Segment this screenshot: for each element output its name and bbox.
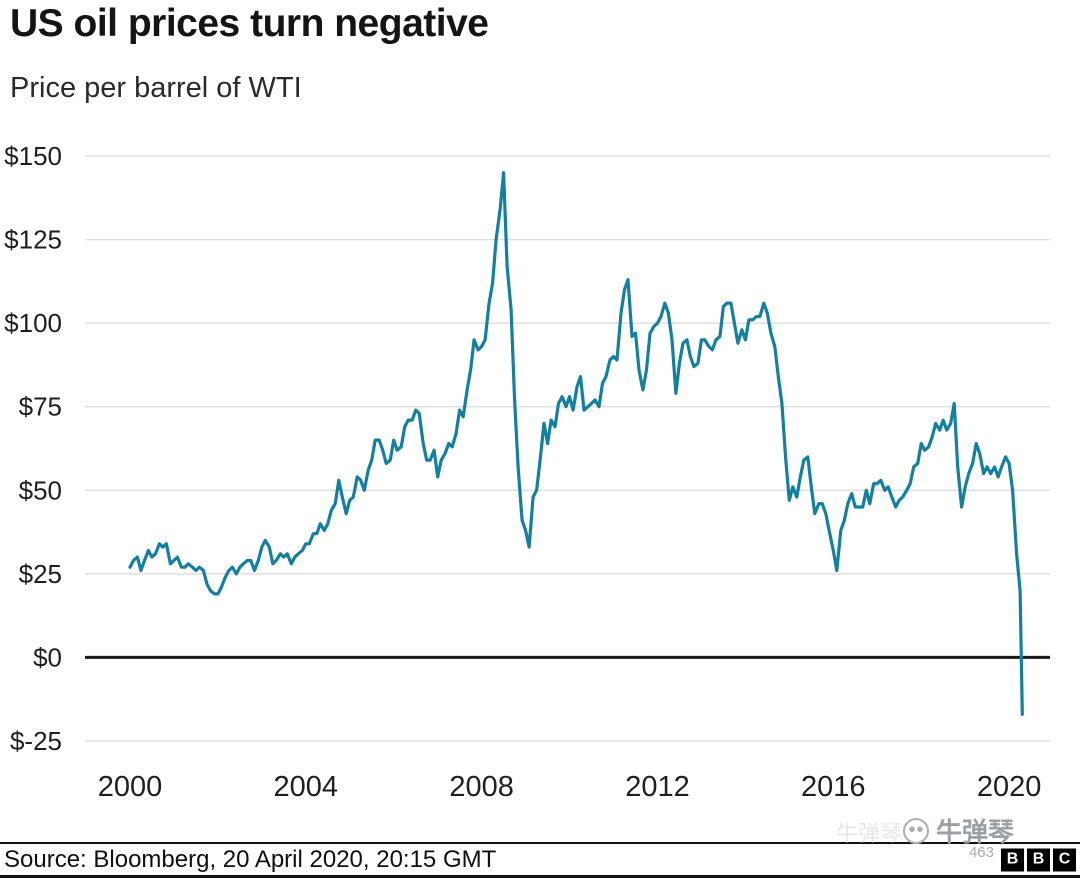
y-tick-label: $100: [4, 308, 62, 338]
x-tick-label: 2016: [801, 771, 866, 803]
y-tick-label: $75: [19, 392, 62, 422]
chart-title: US oil prices turn negative: [10, 2, 489, 45]
y-tick-label: $0: [33, 642, 62, 672]
x-tick-label: 2000: [98, 771, 163, 803]
bbc-logo-block-b1: B: [1001, 848, 1024, 871]
y-tick-label: $-25: [10, 726, 62, 756]
price-line: [128, 171, 1024, 716]
x-tick-label: 2004: [274, 771, 339, 803]
watermark-logo-icon: [902, 817, 929, 844]
y-tick-label: $150: [4, 141, 62, 171]
chart-subtitle: Price per barrel of WTI: [10, 72, 302, 104]
bbc-logo: B B C: [1001, 848, 1076, 871]
x-tick-label: 2020: [977, 771, 1042, 803]
footer: Source: Bloomberg, 20 April 2020, 20:15 …: [0, 842, 1080, 878]
x-tick-label: 2008: [449, 771, 514, 803]
price-line-chart: $150 $125 $100 $75 $50 $25 $0 $-25 2000 2004 2008 2…: [4, 141, 1050, 803]
y-tick-label: $50: [19, 475, 62, 505]
watermark-number: 463: [968, 844, 994, 861]
watermark-text: 牛弹琴: [935, 817, 1014, 847]
y-tick-label: $25: [19, 559, 62, 589]
source-text: Source: Bloomberg, 20 April 2020, 20:15 …: [4, 845, 497, 873]
watermark-ghost-text: 牛弹琴: [835, 821, 902, 846]
bbc-logo-block-b2: B: [1027, 848, 1050, 871]
y-tick-label: $125: [4, 225, 62, 255]
bbc-logo-block-c: C: [1053, 848, 1076, 871]
watermark: 牛弹琴: [902, 812, 1014, 849]
x-tick-label: 2012: [625, 771, 690, 803]
